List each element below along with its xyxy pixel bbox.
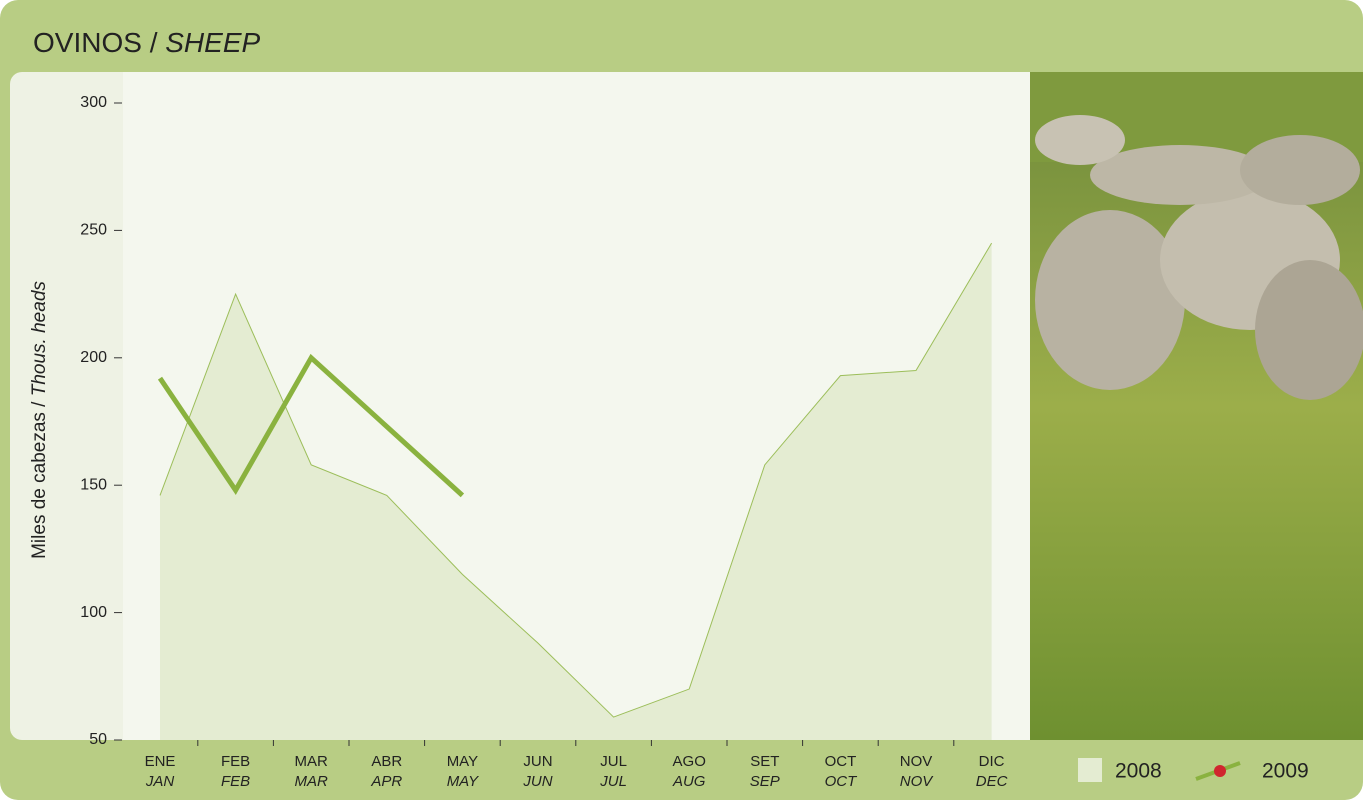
x-tick-label-en: MAY [447,773,479,790]
legend-label: 2009 [1262,760,1309,783]
x-tick-label-en: JAN [145,773,175,790]
y-label-en: Thous. heads [29,281,50,397]
photo [1030,72,1363,740]
x-tick-label-en: APR [370,773,402,790]
x-tick-label-en: OCT [825,773,859,790]
legend-dot [1214,765,1226,777]
x-tick-label: ENE [145,753,176,770]
x-tick-label-en: JUL [599,773,627,790]
x-tick-label: JUL [600,753,627,770]
x-tick-label: JUN [523,753,552,770]
y-tick-label: 100 [80,604,107,621]
title-es: OVINOS / [33,27,158,58]
y-tick-label: 300 [80,94,107,111]
title-en: SHEEP [165,27,260,58]
x-tick-label-en: MAR [295,773,329,790]
x-tick-label: FEB [221,753,250,770]
chart-title: OVINOS / SHEEP [33,27,260,58]
chart: OVINOS / SHEEP Miles de cabezas / Thous.… [0,0,1363,800]
x-tick-label-en: JUN [522,773,552,790]
x-tick-label: SET [750,753,779,770]
y-tick-label: 150 [80,476,107,493]
x-tick-label-en: NOV [900,773,935,790]
x-tick-label: OCT [825,753,857,770]
y-tick-label: 250 [80,222,107,239]
x-tick-label: ABR [371,753,402,770]
y-axis-label: Miles de cabezas / Thous. heads [29,281,50,559]
legend-swatch [1078,758,1102,782]
x-tick-label-en: SEP [750,773,780,790]
x-tick-label-en: AUG [672,773,706,790]
y-tick-label: 50 [89,731,107,748]
y-label-es: Miles de cabezas / [29,401,50,559]
x-tick-label-en: FEB [221,773,250,790]
x-tick-label: NOV [900,753,933,770]
y-tick-label: 200 [80,349,107,366]
x-tick-label: MAR [295,753,329,770]
x-tick-label-en: DEC [976,773,1008,790]
x-tick-label: MAY [447,753,478,770]
x-tick-label: DIC [979,753,1005,770]
x-tick-label: AGO [673,753,706,770]
legend-label: 2008 [1115,760,1162,783]
